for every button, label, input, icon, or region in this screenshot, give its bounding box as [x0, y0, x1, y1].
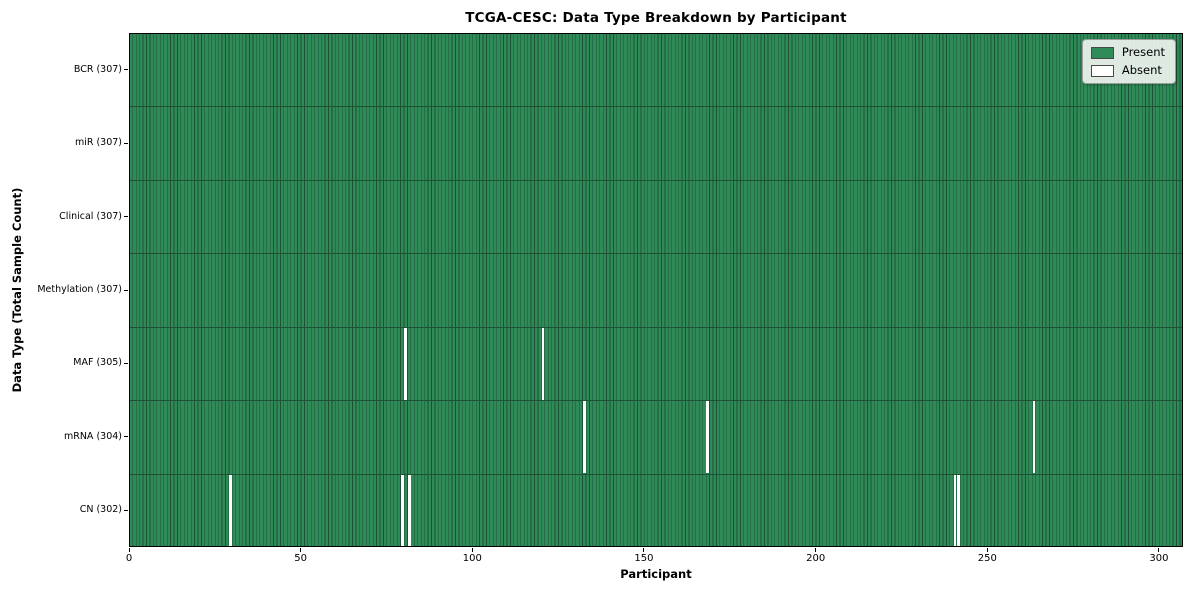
x-tick-label: 250: [977, 553, 997, 564]
row-separator: [129, 106, 1183, 108]
y-tick-mark: [124, 509, 128, 511]
absent-cell: [582, 400, 586, 474]
y-tick-label: Methylation (307): [37, 284, 122, 295]
row-separator: [129, 400, 1183, 402]
y-tick-mark: [124, 69, 128, 71]
y-tick-mark: [124, 216, 128, 218]
y-tick-label: CN (302): [79, 504, 122, 516]
absent-cell: [541, 327, 545, 400]
absent-cell: [957, 474, 960, 547]
x-tick-label: 150: [634, 553, 654, 564]
x-tick-mark: [986, 548, 988, 552]
y-tick-mark: [124, 289, 128, 291]
x-tick-mark: [1158, 548, 1160, 552]
absent-cell: [400, 474, 404, 547]
row-separator: [129, 473, 1183, 475]
legend-label: Present: [1121, 45, 1165, 59]
chart-title: TCGA-CESC: Data Type Breakdown by Partic…: [465, 10, 847, 26]
heatmap-plot: Present Absent: [129, 33, 1183, 547]
x-tick-label: 0: [125, 553, 133, 564]
legend-item: Present: [1090, 45, 1165, 59]
x-tick-mark: [471, 548, 473, 552]
absent-cell: [706, 400, 710, 474]
legend-label: Absent: [1121, 63, 1162, 77]
row-separator: [129, 326, 1183, 328]
x-axis-label: Participant: [620, 567, 692, 581]
x-tick-mark: [300, 548, 302, 552]
y-tick-label: miR (307): [74, 137, 122, 149]
row-separator: [129, 253, 1183, 255]
y-tick-mark: [124, 362, 128, 364]
absent-cell: [229, 474, 232, 547]
x-tick-label: 200: [806, 553, 826, 564]
legend-swatch-present: [1090, 46, 1114, 59]
absent-cell: [407, 474, 411, 547]
legend: Present Absent: [1081, 39, 1176, 84]
x-tick-mark: [643, 548, 645, 552]
y-tick-label: Clinical (307): [59, 210, 122, 222]
row-separator: [129, 179, 1183, 181]
y-tick-label: BCR (307): [73, 63, 122, 75]
y-tick-label: MAF (305): [73, 357, 122, 369]
legend-swatch-absent: [1090, 64, 1114, 77]
x-tick-mark: [815, 548, 817, 552]
y-tick-mark: [124, 142, 128, 144]
legend-item: Absent: [1090, 63, 1165, 77]
y-tick-label: mRNA (304): [63, 430, 122, 442]
x-tick-label: 300: [1149, 553, 1169, 564]
y-tick-mark: [124, 436, 128, 438]
heatmap-cells: [129, 33, 1183, 547]
x-tick-mark: [128, 548, 130, 552]
absent-cell: [1032, 400, 1036, 474]
x-tick-label: 50: [294, 553, 308, 564]
absent-cell: [404, 327, 408, 400]
absent-cell: [953, 474, 957, 547]
x-tick-label: 100: [462, 553, 482, 564]
